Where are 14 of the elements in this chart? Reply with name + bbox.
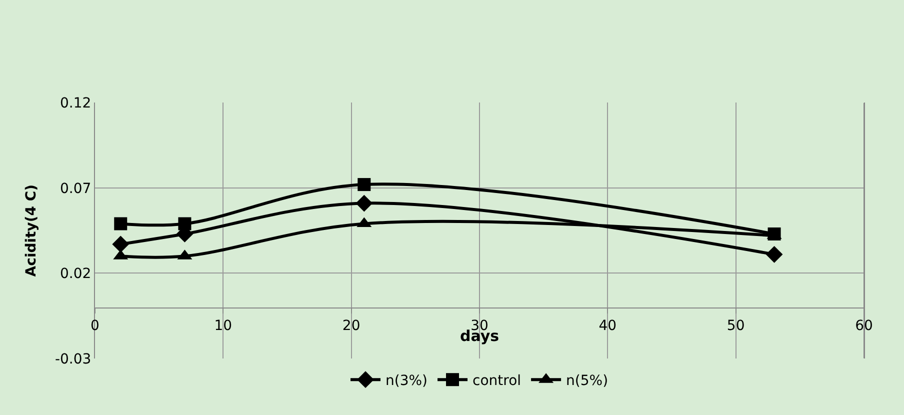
y-tick-label: 0.02 <box>60 266 92 282</box>
y-tick-label: 0.07 <box>60 180 92 197</box>
legend-label: n(5%) <box>566 373 608 390</box>
y-tick-label: -0.03 <box>54 351 92 368</box>
x-tick-label: 10 <box>214 318 232 334</box>
y-tick-label: 0.12 <box>60 96 92 112</box>
legend-label: n(3%) <box>386 373 428 390</box>
legend-label: control <box>472 373 522 390</box>
x-tick-label: 60 <box>855 318 873 334</box>
x-tick-label: 40 <box>598 318 617 334</box>
x-tick-label: 0 <box>90 318 100 334</box>
x-tick-label: 20 <box>342 318 360 334</box>
y-axis-title: Acidity(4 C) <box>24 184 40 277</box>
x-tick-label: 50 <box>726 318 745 334</box>
